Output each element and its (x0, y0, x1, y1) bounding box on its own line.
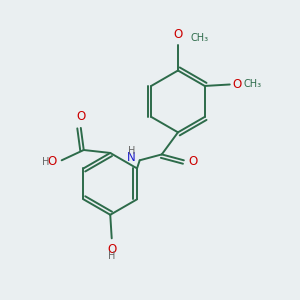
Text: O: O (76, 110, 86, 123)
Text: O: O (232, 78, 242, 91)
Text: H: H (128, 146, 136, 156)
Text: CH₃: CH₃ (190, 33, 208, 43)
Text: H: H (42, 157, 49, 167)
Text: O: O (189, 155, 198, 168)
Text: N: N (127, 152, 136, 164)
Text: O: O (173, 28, 183, 41)
Text: O: O (47, 155, 56, 168)
Text: H: H (108, 251, 116, 261)
Text: O: O (107, 243, 116, 256)
Text: CH₃: CH₃ (243, 80, 261, 89)
